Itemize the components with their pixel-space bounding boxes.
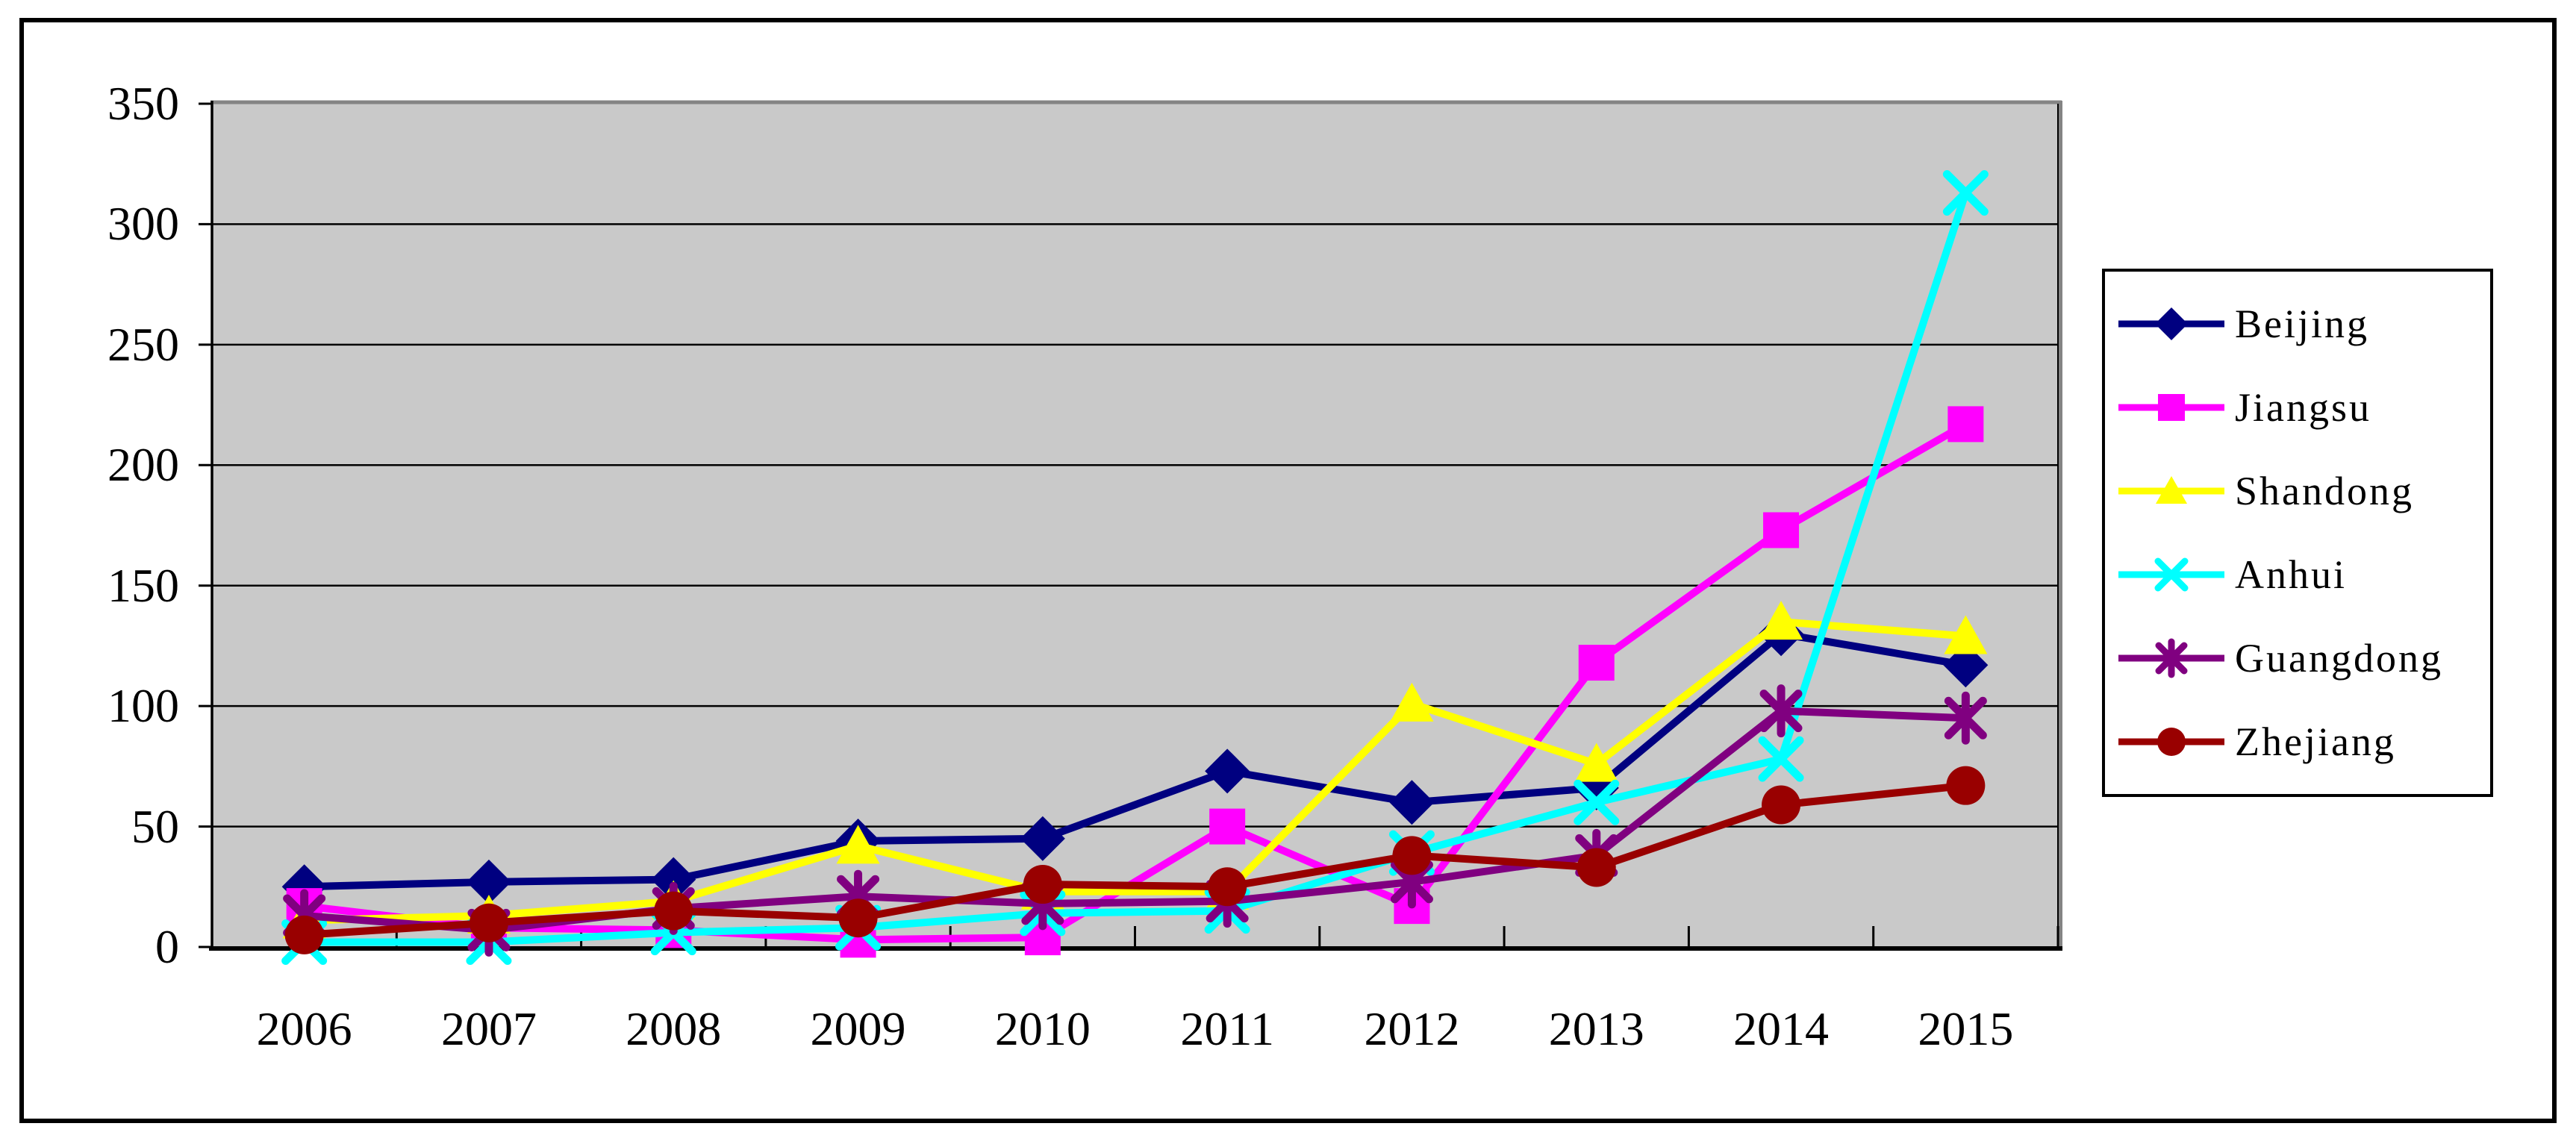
zhejiang-marker [1392,836,1432,875]
x-tick-label: 2013 [1548,1002,1644,1055]
jiangsu-marker [1763,512,1800,548]
zhejiang-marker [654,891,693,931]
jiangsu-marker [1209,808,1246,845]
beijing-marker [1020,816,1065,861]
y-tick-label: 200 [107,438,179,492]
shandong-legend-marker-icon [2118,476,2224,504]
legend-label-zhejiang: Zhejiang [2235,719,2396,764]
legend-label-beijing: Beijing [2235,301,2369,346]
anhui-legend-marker [2154,557,2189,592]
x-tick-label: 2014 [1733,1002,1830,1055]
zhejiang-marker [1023,865,1062,904]
jiangsu-legend-marker [2158,394,2185,421]
y-tick-label: 250 [107,317,179,371]
legend-item-jiangsu: Jiangsu [2115,384,2490,431]
legend-item-anhui: Anhui [2115,551,2490,598]
x-tick-label: 2008 [626,1002,722,1055]
legend-label-anhui: Anhui [2235,552,2347,597]
y-tick-label: 0 [155,920,179,973]
zhejiang-marker [1577,848,1616,887]
beijing-marker [651,857,696,902]
legend-label-jiangsu: Jiangsu [2235,385,2371,430]
y-tick-label: 300 [107,197,179,251]
shandong-marker [1759,601,1803,640]
zhejiang-marker [1208,867,1247,907]
beijing-marker [466,859,511,904]
anhui-marker [1574,779,1620,825]
jiangsu-marker [1947,406,1984,443]
y-tick-label: 150 [107,558,179,612]
jiangsu-marker [1578,645,1615,681]
legend: Beijing Jiangsu Shandong Anhui Guangdong… [2102,269,2493,797]
legend-item-zhejiang: Zhejiang [2115,718,2490,766]
beijing-marker [1205,748,1250,794]
x-tick-label: 2009 [810,1002,906,1055]
shandong-line [300,618,1970,925]
zhejiang-marker [1762,785,1801,825]
anhui-marker [1942,169,1989,216]
beijing-legend-marker-icon [2118,307,2224,340]
x-tick-label: 2012 [1364,1002,1460,1055]
x-tick-label: 2007 [440,1002,537,1055]
shandong-legend-marker [2156,476,2187,504]
zhejiang-legend-marker-icon [2118,728,2224,756]
zhejiang-marker [838,898,878,938]
zhejiang-legend-marker [2157,728,2186,756]
beijing-line [300,630,1970,891]
guangdong-legend-marker-icon [2118,638,2224,678]
legend-label-guangdong: Guangdong [2235,636,2443,681]
legend-item-guangdong: Guangdong [2115,634,2490,682]
zhejiang-marker [469,903,508,943]
shandong-marker [836,825,880,864]
zhejiang-marker [1946,766,1986,805]
beijing-legend-marker [2155,307,2188,340]
legend-item-beijing: Beijing [2115,300,2490,348]
y-tick-label: 100 [107,679,179,733]
legend-label-shandong: Shandong [2235,469,2414,513]
x-tick-label: 2011 [1180,1002,1274,1055]
anhui-legend-marker-icon [2118,557,2224,592]
jiangsu-legend-marker-icon [2118,394,2224,421]
x-tick-label: 2006 [256,1002,352,1055]
x-tick-label: 2010 [994,1002,1091,1055]
shandong-marker [1944,615,1988,654]
beijing-marker [1389,780,1435,825]
zhejiang-marker [284,915,324,954]
shandong-marker [1390,682,1434,722]
shandong-marker [1574,743,1618,782]
zhejiang-line [300,781,1970,939]
legend-item-shandong: Shandong [2115,467,2490,515]
y-tick-label: 50 [131,799,179,853]
y-tick-label: 350 [107,77,179,130]
anhui-marker [1758,736,1804,782]
x-tick-label: 2015 [1918,1002,2014,1055]
